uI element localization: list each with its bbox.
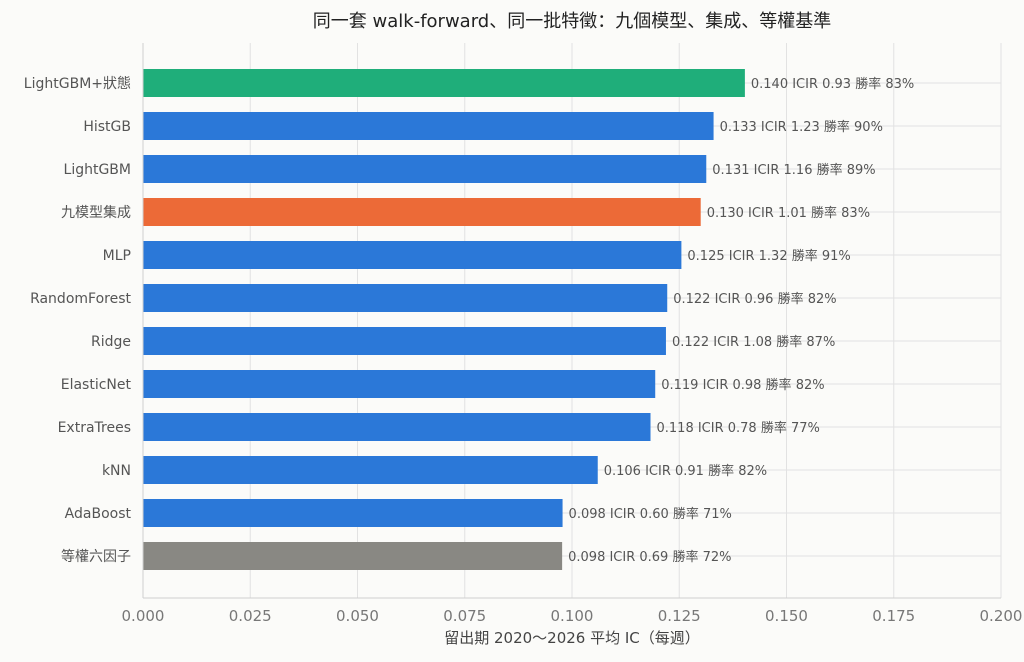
x-axis-title: 留出期 2020～2026 平均 IC（每週） xyxy=(444,629,700,647)
data-label: 0.106 ICIR 0.91 勝率 82% xyxy=(604,463,767,479)
data-label: 0.119 ICIR 0.98 勝率 82% xyxy=(661,377,824,393)
bar xyxy=(143,327,666,355)
category-label: Ridge xyxy=(91,334,131,350)
data-label: 0.133 ICIR 1.23 勝率 90% xyxy=(720,119,883,135)
bar xyxy=(143,499,563,527)
bars xyxy=(143,69,745,570)
category-label: ElasticNet xyxy=(61,377,132,393)
category-label: LightGBM+狀態 xyxy=(24,76,131,92)
data-label: 0.130 ICIR 1.01 勝率 83% xyxy=(707,205,870,221)
data-label: 0.122 ICIR 1.08 勝率 87% xyxy=(672,334,835,350)
data-label: 0.098 ICIR 0.69 勝率 72% xyxy=(568,549,731,565)
category-label: 等權六因子 xyxy=(61,548,131,565)
bar xyxy=(143,413,651,441)
x-tick-label: 0.100 xyxy=(551,607,594,625)
x-tick-label: 0.200 xyxy=(980,607,1023,625)
x-tick-label: 0.025 xyxy=(229,607,272,625)
x-tick-label: 0.075 xyxy=(443,607,486,625)
category-label: ExtraTrees xyxy=(58,420,131,436)
bar xyxy=(143,69,745,97)
category-labels: LightGBM+狀態 HistGB LightGBM 九模型集成 MLP RandomF… xyxy=(24,76,132,565)
category-label: 九模型集成 xyxy=(61,204,131,221)
category-label: RandomForest xyxy=(30,291,131,307)
data-label: 0.118 ICIR 0.78 勝率 77% xyxy=(657,420,820,436)
data-label: 0.140 ICIR 0.93 勝率 83% xyxy=(751,76,914,92)
bar xyxy=(143,542,563,570)
x-tick-label: 0.125 xyxy=(658,607,701,625)
data-label: 0.098 ICIR 0.60 勝率 71% xyxy=(569,506,732,522)
data-label: 0.122 ICIR 0.96 勝率 82% xyxy=(673,291,836,307)
data-label: 0.125 ICIR 1.32 勝率 91% xyxy=(687,248,850,264)
bar xyxy=(143,241,682,269)
category-label: MLP xyxy=(103,248,131,264)
category-label: HistGB xyxy=(83,119,131,135)
chart-title: 同一套 walk-forward、同一批特徵：九個模型、集成、等權基準 xyxy=(313,11,831,32)
category-label: AdaBoost xyxy=(65,506,132,522)
x-tick-label: 0.175 xyxy=(872,607,915,625)
x-tick-label: 0.050 xyxy=(336,607,379,625)
x-tick-labels: 0.000 0.025 0.050 0.075 0.100 0.125 0.150 0.175… xyxy=(122,607,1023,625)
x-tick-label: 0.150 xyxy=(765,607,808,625)
data-label: 0.131 ICIR 1.16 勝率 89% xyxy=(712,162,875,178)
x-tick-label: 0.000 xyxy=(122,607,165,625)
bar xyxy=(143,284,668,312)
data-labels: 0.140 ICIR 0.93 勝率 83% 0.133 ICIR 1.23 勝率… xyxy=(568,76,914,565)
bar xyxy=(143,198,701,226)
bar xyxy=(143,112,714,140)
bar xyxy=(143,370,656,398)
category-label: LightGBM xyxy=(64,162,131,178)
bar xyxy=(143,155,707,183)
bar xyxy=(143,456,598,484)
category-label: kNN xyxy=(102,463,131,479)
